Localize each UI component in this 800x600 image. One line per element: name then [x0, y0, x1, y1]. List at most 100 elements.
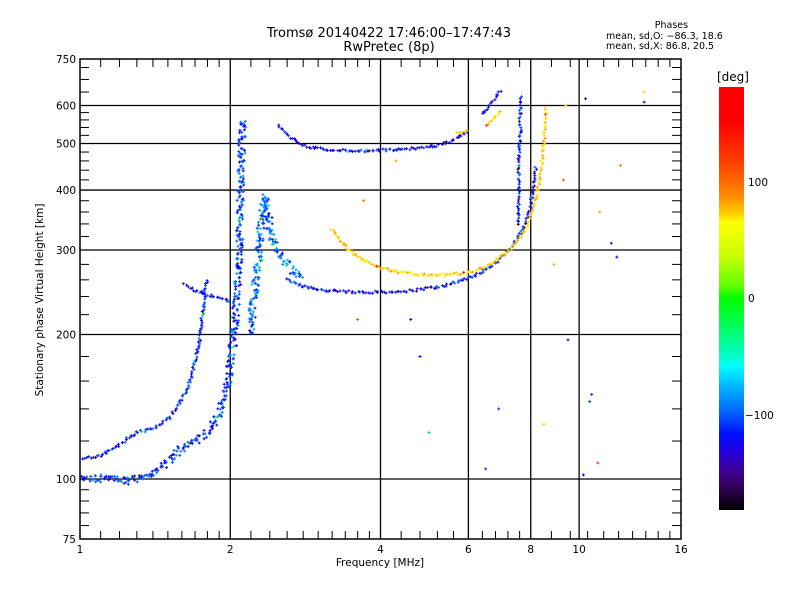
- data-point: [429, 285, 433, 289]
- data-point: [531, 207, 535, 211]
- data-point: [399, 270, 403, 274]
- data-point: [543, 142, 547, 146]
- data-point: [249, 317, 253, 321]
- data-point: [521, 225, 525, 229]
- data-point: [237, 318, 241, 322]
- data-point: [248, 302, 252, 306]
- data-point: [199, 327, 203, 331]
- y-tick-label: 400: [56, 185, 76, 197]
- data-point: [231, 306, 235, 310]
- data-point: [90, 477, 94, 481]
- data-point: [588, 400, 592, 404]
- colorbar-tick-0: 0: [748, 293, 755, 305]
- data-point: [252, 278, 256, 282]
- data-point: [123, 476, 127, 480]
- data-point: [241, 169, 245, 173]
- data-point: [459, 134, 463, 138]
- data-point: [239, 159, 243, 163]
- data-point: [408, 148, 412, 152]
- data-point: [561, 178, 565, 182]
- grid-lines: [80, 59, 681, 539]
- data-point: [119, 479, 123, 483]
- data-point: [241, 121, 245, 125]
- data-point: [233, 292, 237, 296]
- data-point: [258, 237, 262, 241]
- data-point: [237, 218, 241, 222]
- data-point: [307, 286, 311, 290]
- data-point: [115, 475, 119, 479]
- data-point: [237, 138, 241, 142]
- data-point: [463, 129, 467, 133]
- data-point: [239, 185, 243, 189]
- data-point: [296, 141, 300, 145]
- x-tick-label: 16: [674, 544, 688, 556]
- data-point: [96, 453, 100, 457]
- data-point: [229, 333, 233, 337]
- data-point: [128, 436, 132, 440]
- data-point: [444, 272, 448, 276]
- data-point: [250, 315, 254, 319]
- data-point: [210, 427, 214, 431]
- data-point: [210, 424, 214, 428]
- title-line-1: Tromsø 20140422 17:46:00–17:47:43: [266, 26, 512, 41]
- data-point: [496, 90, 500, 94]
- data-point: [176, 444, 180, 448]
- data-point: [230, 345, 234, 349]
- data-point: [526, 215, 530, 219]
- data-point: [377, 149, 381, 153]
- data-point: [237, 143, 241, 147]
- data-point: [443, 274, 447, 278]
- data-point: [260, 258, 264, 262]
- data-point: [191, 365, 195, 369]
- data-point: [418, 272, 422, 276]
- data-point: [254, 293, 258, 297]
- data-point: [270, 216, 274, 220]
- data-point: [325, 148, 329, 152]
- data-point: [200, 323, 204, 327]
- data-point: [315, 146, 319, 150]
- data-point: [414, 147, 418, 151]
- data-point: [256, 283, 260, 287]
- data-point: [232, 336, 236, 340]
- data-point: [376, 147, 380, 151]
- data-point: [405, 147, 409, 151]
- x-axis-label: Frequency [MHz]: [335, 557, 425, 569]
- stats-o-mode: mean, sd,O: −86.3, 18.6: [606, 30, 723, 42]
- data-point: [526, 211, 530, 215]
- data-point: [236, 244, 240, 248]
- data-point: [133, 474, 137, 478]
- data-point: [333, 232, 337, 236]
- data-point: [543, 124, 547, 128]
- data-point: [314, 145, 318, 149]
- data-point: [531, 196, 535, 200]
- data-point: [202, 437, 206, 441]
- data-point: [274, 237, 278, 241]
- data-point: [336, 290, 340, 294]
- data-point: [539, 165, 543, 169]
- data-point: [497, 407, 501, 411]
- data-point: [176, 446, 180, 450]
- data-point: [518, 190, 522, 194]
- data-point: [535, 167, 539, 171]
- data-point: [410, 146, 414, 150]
- data-point: [292, 280, 296, 284]
- data-point: [489, 101, 493, 105]
- data-point: [462, 277, 466, 281]
- data-point: [236, 257, 240, 261]
- data-point: [529, 200, 533, 204]
- data-point: [187, 384, 191, 388]
- data-point: [256, 245, 260, 249]
- data-point: [496, 260, 500, 264]
- data-point: [474, 271, 478, 275]
- data-point: [261, 237, 265, 241]
- data-point: [529, 212, 533, 216]
- data-point: [239, 213, 243, 217]
- data-point: [344, 291, 348, 295]
- data-point: [237, 302, 241, 306]
- data-point: [239, 175, 243, 179]
- data-point: [543, 120, 547, 124]
- data-point: [237, 168, 241, 172]
- data-point: [367, 260, 371, 264]
- data-point: [234, 318, 238, 322]
- data-point: [353, 149, 357, 153]
